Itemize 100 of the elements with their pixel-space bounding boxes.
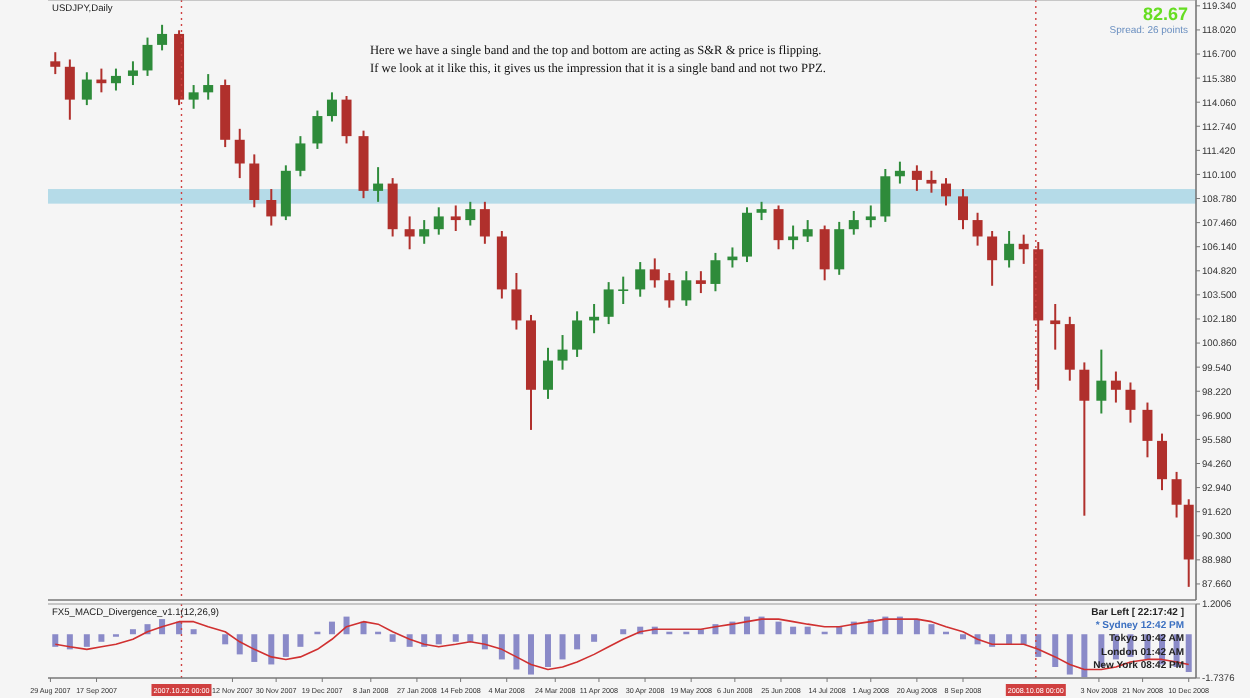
candlestick bbox=[479, 200, 490, 245]
candlestick bbox=[958, 188, 968, 231]
bar bbox=[83, 634, 90, 647]
candlestick bbox=[433, 206, 444, 236]
bar bbox=[98, 634, 105, 642]
candlestick bbox=[142, 36, 153, 77]
candlestick bbox=[1050, 303, 1061, 351]
bar bbox=[1020, 634, 1027, 645]
candlestick bbox=[266, 188, 277, 227]
candlestick bbox=[373, 166, 384, 203]
candlestick bbox=[618, 275, 629, 306]
candlestick bbox=[1125, 381, 1136, 424]
candlestick bbox=[681, 270, 692, 307]
bar bbox=[452, 634, 459, 642]
bar bbox=[620, 629, 627, 635]
candlestick bbox=[865, 204, 876, 229]
candlestick bbox=[341, 94, 352, 145]
candlestick bbox=[295, 135, 306, 178]
bar bbox=[513, 634, 520, 670]
bar bbox=[574, 634, 581, 650]
bar bbox=[960, 634, 966, 640]
candlestick bbox=[664, 271, 675, 309]
candlestick bbox=[127, 60, 138, 87]
candlestick bbox=[572, 310, 583, 358]
candlestick bbox=[203, 73, 214, 101]
candlestick bbox=[649, 257, 660, 289]
candlestick bbox=[987, 230, 998, 287]
bar bbox=[282, 634, 289, 657]
bar bbox=[297, 634, 304, 647]
annotation: 82.67 bbox=[1142, 4, 1188, 24]
candlestick bbox=[81, 71, 92, 107]
bar bbox=[527, 634, 534, 675]
candlestick bbox=[894, 160, 905, 185]
candlestick bbox=[802, 219, 813, 243]
bar bbox=[190, 629, 197, 635]
candlestick bbox=[280, 164, 291, 222]
candlestick bbox=[1157, 432, 1168, 492]
candlestick bbox=[635, 261, 646, 298]
bar bbox=[52, 634, 59, 647]
candlestick bbox=[188, 84, 199, 110]
bar bbox=[836, 626, 843, 635]
candlestick bbox=[1079, 361, 1090, 517]
candlestick bbox=[741, 206, 752, 264]
bar bbox=[498, 634, 505, 660]
candlestick bbox=[419, 219, 430, 245]
bar bbox=[268, 634, 275, 665]
candlestick bbox=[788, 224, 799, 251]
candlestick bbox=[848, 209, 859, 236]
candlestick bbox=[249, 153, 260, 209]
candlestick bbox=[312, 109, 323, 150]
bar bbox=[251, 634, 258, 662]
candlestick bbox=[450, 204, 461, 233]
candlestick bbox=[234, 127, 245, 180]
bar bbox=[913, 619, 920, 635]
candlestick bbox=[603, 281, 614, 326]
candlestick bbox=[387, 177, 398, 238]
bar bbox=[1052, 634, 1059, 667]
candlestick bbox=[157, 23, 168, 52]
bar bbox=[804, 626, 811, 635]
bar bbox=[1081, 634, 1088, 678]
candlestick bbox=[1142, 401, 1153, 459]
candlestick bbox=[819, 224, 830, 282]
bar bbox=[1185, 634, 1192, 673]
bar bbox=[1006, 634, 1013, 645]
candlestick bbox=[926, 169, 937, 194]
bar bbox=[435, 634, 442, 645]
bar bbox=[591, 634, 598, 642]
bar bbox=[389, 634, 396, 642]
candlestick bbox=[465, 200, 476, 227]
candlestick bbox=[1004, 230, 1015, 269]
candlestick bbox=[1096, 348, 1107, 415]
bar bbox=[928, 624, 935, 635]
bar bbox=[790, 626, 797, 635]
candlestick bbox=[50, 51, 61, 76]
candlestick bbox=[972, 211, 983, 247]
candlestick bbox=[941, 177, 952, 207]
candlestick bbox=[1018, 233, 1029, 265]
bar bbox=[1066, 634, 1073, 675]
bar bbox=[129, 629, 136, 635]
bar bbox=[544, 634, 551, 667]
bar bbox=[222, 634, 229, 645]
candlestick bbox=[911, 164, 922, 192]
candlestick bbox=[326, 91, 337, 123]
candlestick bbox=[1110, 370, 1121, 404]
candlestick bbox=[880, 167, 891, 223]
candlestick bbox=[542, 346, 553, 400]
bar bbox=[559, 634, 566, 660]
candlestick bbox=[773, 204, 784, 251]
candlestick bbox=[695, 270, 706, 295]
candlestick bbox=[756, 200, 767, 222]
candlestick bbox=[110, 67, 121, 92]
candlestick bbox=[404, 215, 415, 251]
bar bbox=[328, 621, 335, 635]
candlestick bbox=[64, 58, 75, 121]
candlestick bbox=[710, 251, 721, 293]
candlestick bbox=[1064, 315, 1075, 382]
bar bbox=[775, 621, 782, 635]
candlestick bbox=[1171, 470, 1182, 519]
candlestick bbox=[834, 220, 845, 276]
candlestick bbox=[511, 271, 522, 331]
